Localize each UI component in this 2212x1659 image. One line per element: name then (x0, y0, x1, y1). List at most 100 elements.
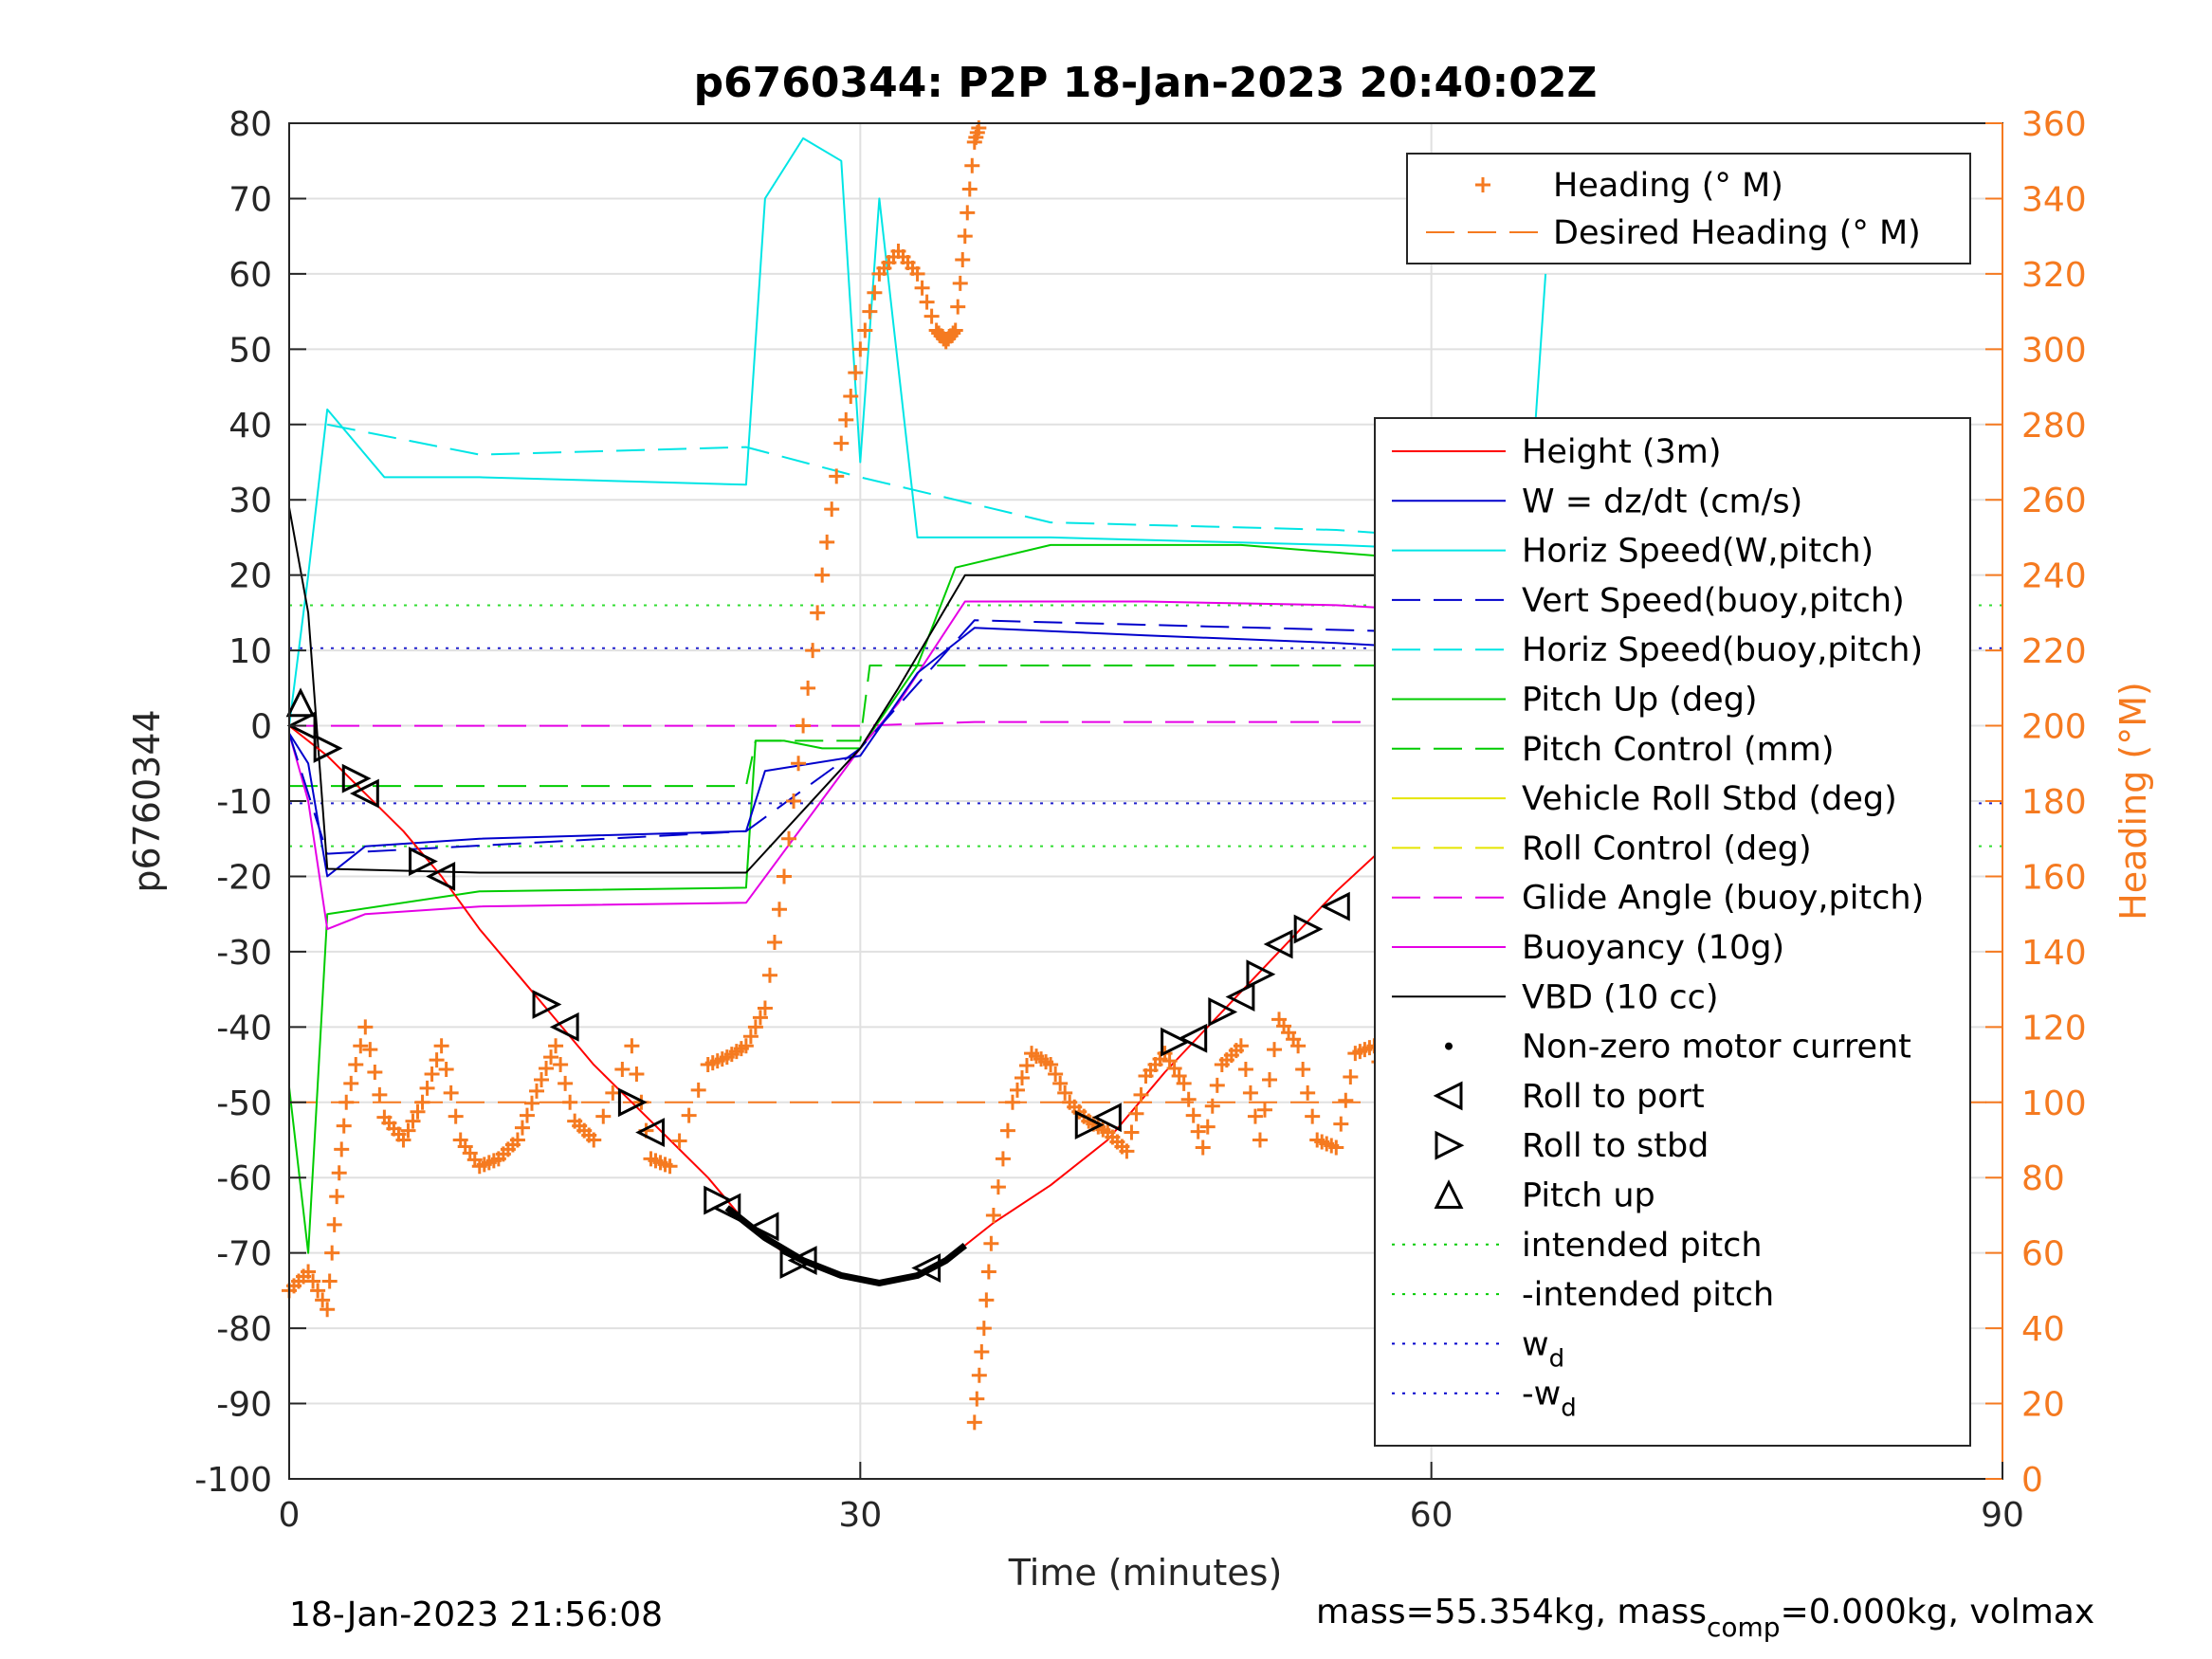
heading-point (539, 1061, 555, 1077)
roll-to-port-marker (349, 778, 379, 809)
heading-point (1262, 1071, 1278, 1087)
roll-to-stbd-marker (704, 1185, 734, 1215)
footer-mass: mass=55.354kg, masscomp=0.000kg, volmax (1316, 1593, 2094, 1643)
heading-point (331, 1165, 347, 1181)
y-right-tick-label: 0 (2021, 1461, 2043, 1500)
heading-point (990, 1179, 1006, 1195)
legend-main-item: VBD (10 cc) (1392, 978, 1719, 1016)
legend-label: -wd (1522, 1376, 1577, 1423)
heading-point (543, 1049, 559, 1066)
legend-main-item: Roll to port (1433, 1078, 1705, 1116)
y-right-tick-label: 60 (2021, 1235, 2065, 1274)
heading-point (1052, 1075, 1069, 1091)
heading-point (367, 1065, 383, 1080)
heading-point (629, 1066, 645, 1082)
heading-point (1019, 1058, 1035, 1074)
y-right-tick-label: 80 (2021, 1159, 2065, 1198)
heading-point (819, 534, 835, 550)
heading-point (334, 1141, 350, 1158)
heading-point (605, 1085, 621, 1101)
heading-point (852, 341, 868, 357)
legend-main-item: wd (1392, 1325, 1564, 1373)
roll-to-port-marker (635, 1118, 665, 1147)
heading-point (1300, 1085, 1316, 1101)
heading-point (614, 1062, 631, 1078)
legend-main-item: -wd (1392, 1376, 1577, 1423)
heading-point (966, 1414, 982, 1431)
legend-main-item: Roll to stbd (1435, 1127, 1709, 1165)
heading-point (624, 1038, 640, 1054)
heading-point (857, 322, 873, 338)
heading-point (429, 1052, 445, 1068)
heading-point (1256, 1102, 1272, 1118)
heading-point (1267, 1042, 1283, 1058)
heading-point (805, 643, 821, 659)
heading-point (950, 299, 966, 315)
heading-point (400, 1122, 416, 1139)
heading-point (595, 1108, 612, 1124)
heading-point (558, 1075, 574, 1091)
heading-point (343, 1075, 359, 1091)
legend-main-item: W = dz/dt (cm/s) (1392, 483, 1802, 520)
roll-to-stbd-marker (1293, 914, 1324, 944)
heading-point (978, 1292, 995, 1308)
heading-point (1204, 1098, 1220, 1114)
x-tick-label: 90 (1981, 1496, 2024, 1535)
roll-to-stbd-marker (1161, 1027, 1190, 1057)
heading-point (810, 605, 826, 621)
heading-point (999, 1122, 1015, 1139)
legend-main-item: Vehicle Roll Stbd (deg) (1392, 780, 1897, 818)
y-axis-right-label: Heading (°M) (2112, 682, 2154, 921)
y-right-tick-label: 120 (2021, 1009, 2087, 1048)
heading-point (867, 284, 883, 301)
roll-to-stbd-marker (617, 1087, 648, 1118)
heading-point (1190, 1123, 1206, 1139)
heading-point (320, 1302, 336, 1318)
heading-point (919, 294, 935, 310)
y-right-tick-label: 360 (2021, 105, 2087, 144)
heading-point (529, 1083, 545, 1099)
legend-main-box (1374, 417, 1971, 1447)
legend-main-item: Pitch up (1434, 1177, 1655, 1215)
heading-point (523, 1095, 539, 1111)
y-right-tick-label: 140 (2021, 934, 2087, 973)
heading-point (438, 1062, 454, 1078)
heading-point (1195, 1139, 1211, 1156)
left-axis: 80 70 60 50 40 30 20 10 0 -10 -20 -30 -40 -50 -60 -70 -8… (194, 105, 306, 1500)
y-right-tick-label: 160 (2021, 858, 2087, 897)
heading-point (329, 1189, 345, 1205)
legend-sample (1435, 1130, 1465, 1160)
roll-to-stbd-marker (1246, 959, 1276, 990)
roll-to-port-marker (1091, 1103, 1122, 1133)
legend-main-item: Pitch Up (deg) (1392, 682, 1758, 720)
heading-point (1004, 1094, 1020, 1110)
legend-label: Non-zero motor current (1522, 1029, 1911, 1066)
heading-point (315, 1292, 331, 1308)
legend-label: Pitch Up (deg) (1522, 682, 1758, 720)
roll-to-stbd-marker (779, 1249, 810, 1280)
pitch-control-series (289, 665, 1546, 788)
heading-point (964, 157, 980, 173)
y-tick-label: -60 (216, 1159, 272, 1198)
heading-point (923, 308, 940, 324)
roll-to-stbd-marker (313, 733, 343, 763)
y-right-tick-label: 180 (2021, 783, 2087, 822)
heading-point (1233, 1038, 1249, 1054)
legend-main-item: Height (3m) (1392, 433, 1722, 471)
heading-point (1014, 1069, 1030, 1085)
heading-point (777, 868, 793, 884)
heading-point (974, 1343, 990, 1359)
roll-to-stbd-marker (1074, 1110, 1105, 1140)
heading-point (548, 1038, 564, 1054)
legend-label: Vert Speed(buoy,pitch) (1522, 582, 1905, 620)
heading-point (761, 967, 777, 983)
heading-point (338, 1094, 355, 1110)
y-right-tick-label: 340 (2021, 180, 2087, 219)
y-tick-label: -10 (216, 783, 272, 822)
y-tick-label: 10 (229, 632, 272, 671)
x-axis-label: Time (minutes) (1008, 1552, 1283, 1594)
pitch-up-markers-series (285, 687, 316, 718)
chart-title: p6760344: P2P 18-Jan-2023 20:40:02Z (694, 59, 1598, 107)
heading-point (960, 205, 976, 221)
